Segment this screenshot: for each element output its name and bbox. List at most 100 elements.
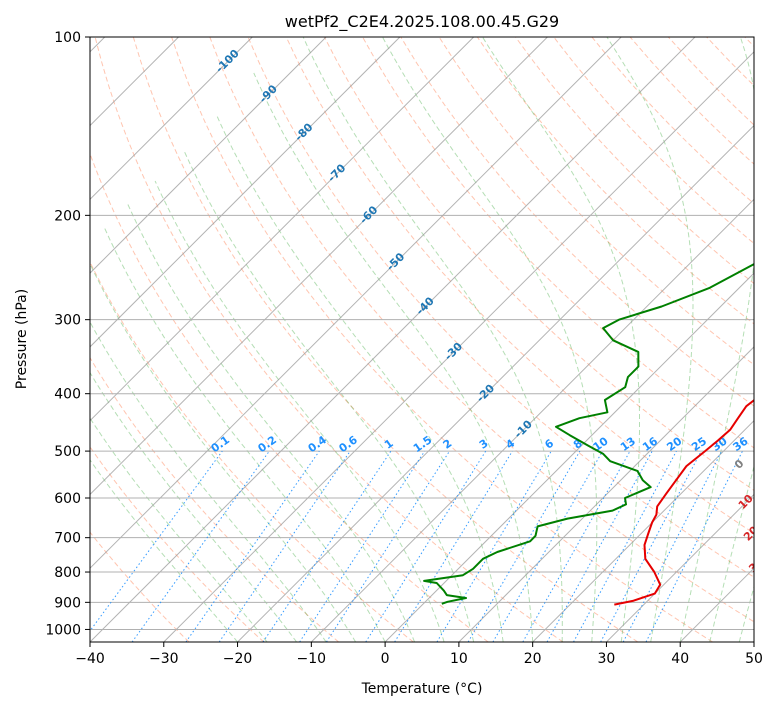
temperature-profile-line: [614, 398, 754, 606]
y-tick-label: 300: [54, 313, 81, 329]
isotherm-line: [532, 419, 754, 642]
isotherm-line: [679, 567, 754, 642]
x-tick-label: 20: [524, 651, 542, 667]
mixing-ratio-label: 0.2: [256, 433, 279, 455]
moist-adiabat-line: [90, 371, 298, 642]
moist-adiabat-line: [183, 149, 475, 642]
dry-adiabat-line: [362, 37, 754, 449]
mixing-ratio-label: 2: [441, 437, 455, 452]
dry-adiabat-line: [90, 152, 489, 642]
dry-adiabat-line: [90, 446, 265, 642]
y-tick-label: 1000: [45, 622, 81, 638]
x-tick-label: 10: [450, 651, 468, 667]
moist-adiabat-line: [709, 464, 754, 642]
mixing-ratio-line: [522, 450, 631, 642]
isotherm-line: [237, 124, 754, 642]
dry-adiabat-line: [90, 531, 190, 642]
mixing-ratio-line: [467, 450, 581, 642]
mixing-ratio-line: [394, 450, 513, 642]
dry-adiabat-line: [667, 37, 754, 126]
isotherm-line: [606, 493, 754, 642]
mixing-ratio-line: [573, 450, 677, 642]
dry-adiabat-line: [132, 37, 639, 642]
mixing-ratio-label: 0.1: [209, 433, 232, 455]
x-tick-label: −30: [149, 651, 179, 667]
mixing-ratio-label: 6: [542, 437, 556, 452]
y-tick-label: 600: [54, 491, 81, 507]
dry-adiabat-line: [744, 37, 754, 47]
x-tick-label: 0: [381, 651, 390, 667]
moist-adiabat-label: 30: [746, 555, 766, 575]
moist-adiabat-label: 40: [763, 583, 775, 603]
mixing-ratio-label: 1.5: [411, 433, 434, 455]
dry-adiabat-line: [515, 37, 754, 285]
moist-adiabat-line: [738, 585, 754, 642]
moist-adiabat-line: [679, 37, 754, 642]
isotherm-line: [384, 272, 754, 642]
dry-adiabat-line: [706, 37, 754, 87]
y-tick-label: 500: [54, 444, 81, 460]
y-tick-label: 100: [54, 30, 81, 46]
moist-adiabat-line: [90, 262, 357, 642]
moist-adiabat-line: [126, 201, 416, 642]
moist-adiabat-line: [253, 72, 534, 642]
isotherm-line: [90, 37, 696, 642]
dry-adiabat-line: [171, 37, 713, 642]
dry-adiabat-line: [629, 37, 754, 165]
moist-adiabat-line: [482, 37, 640, 642]
moist-adiabat-line: [382, 37, 598, 642]
y-tick-label: 200: [54, 208, 81, 224]
x-tick-label: −20: [223, 651, 253, 667]
moist-adiabat-line: [215, 113, 504, 642]
isotherm-line: [753, 641, 754, 642]
moist-adiabat-label: 0: [732, 457, 747, 472]
moist-adiabat-line: [90, 321, 327, 642]
dewpoint-profile-line: [423, 263, 754, 605]
plot-frame: [89, 36, 755, 643]
x-tick-label: 30: [598, 651, 616, 667]
x-axis-label: Temperature (°C): [361, 681, 483, 697]
mixing-ratio-line: [325, 450, 450, 642]
mixing-ratio-line: [185, 450, 320, 642]
x-tick-label: 50: [745, 651, 763, 667]
y-tick-label: 400: [54, 387, 81, 403]
moist-adiabat-line: [104, 227, 386, 642]
isotherm-line: [90, 37, 253, 201]
moist-adiabat-line: [154, 180, 445, 642]
chart-title: wetPf2_C2E4.2025.108.00.45.G29: [285, 12, 559, 32]
y-tick-label: 800: [54, 565, 81, 581]
isotherm-line: [458, 346, 754, 642]
dry-adiabat-line: [438, 37, 754, 366]
mixing-ratio-label: 4: [504, 437, 518, 452]
isotherm-line: [90, 37, 327, 274]
moist-adiabat-line: [90, 459, 238, 642]
dry-adiabat-line: [94, 37, 564, 642]
moist-adiabat-line: [302, 37, 563, 642]
x-tick-label: −40: [75, 651, 105, 667]
isotherm-line: [310, 198, 754, 642]
y-tick-label: 900: [54, 595, 81, 611]
mixing-ratio-line: [299, 450, 426, 642]
moist-adiabat-line: [90, 417, 268, 642]
isotherm-line: [90, 37, 622, 569]
mixing-ratio-line: [600, 450, 702, 642]
x-tick-label: 40: [671, 651, 689, 667]
mixing-ratio-line: [218, 450, 351, 642]
mixing-ratio-label: 0.4: [306, 433, 330, 455]
dry-adiabat-line: [591, 37, 754, 205]
x-tick-label: −10: [297, 651, 327, 667]
mixing-ratio-label: 1: [382, 437, 396, 452]
isotherm-line: [90, 37, 548, 496]
dry-adiabat-line: [209, 37, 754, 623]
isotherm-line: [90, 37, 401, 348]
mixing-ratio-label: 0.6: [336, 433, 360, 455]
isotherm-line: [90, 37, 475, 422]
mixing-ratio-line: [492, 450, 604, 642]
dry-adiabat-line: [90, 356, 339, 642]
mixing-ratio-line: [546, 450, 653, 642]
y-axis-label: Pressure (hPa): [14, 289, 30, 389]
mixing-ratio-line: [436, 450, 552, 642]
dry-adiabat-line: [323, 37, 754, 491]
moist-adiabat-line: [606, 37, 694, 642]
